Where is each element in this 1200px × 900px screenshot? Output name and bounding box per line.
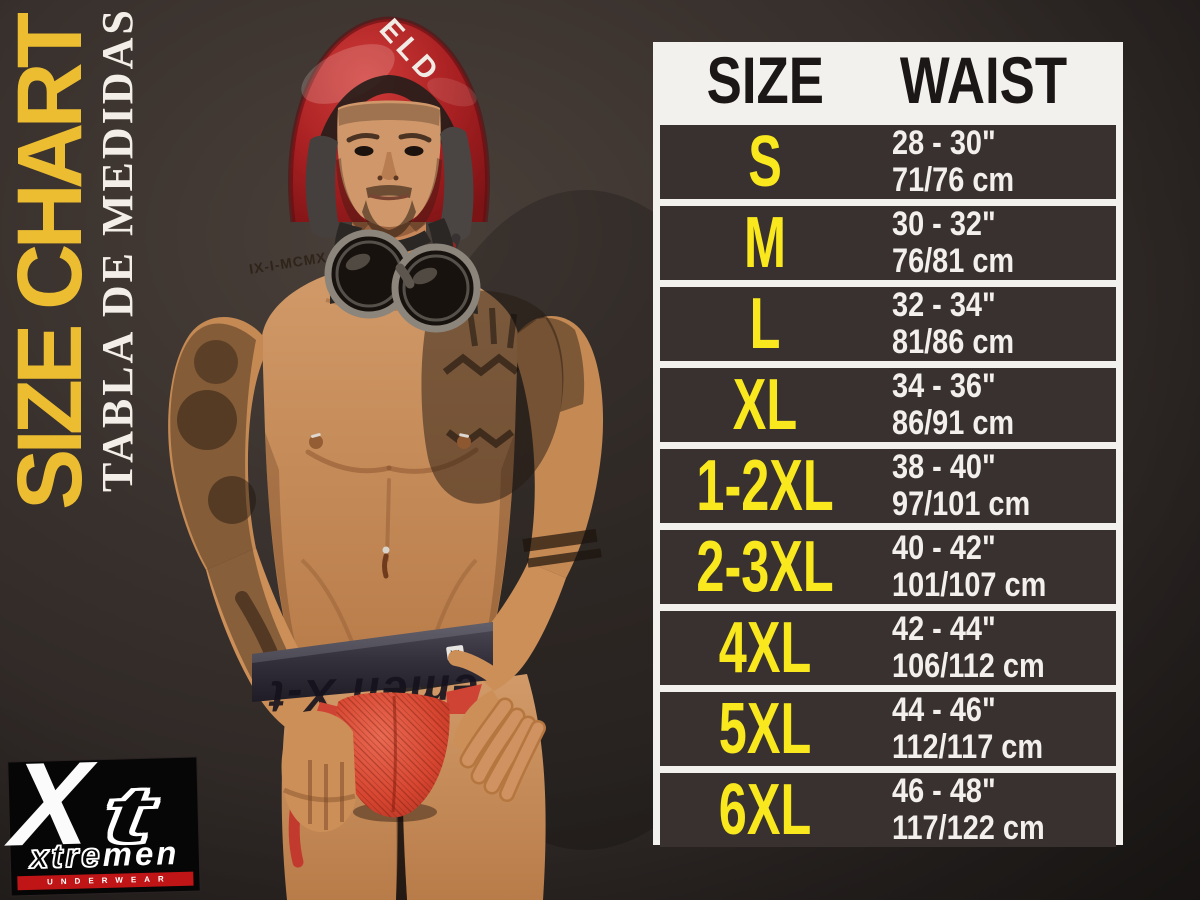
waist-cm: 112/117 cm bbox=[892, 728, 1044, 766]
waist-cell: 46 - 48" 117/122 cm bbox=[870, 773, 1116, 847]
waist-inches: 34 - 36" bbox=[892, 367, 996, 405]
waist-cm: 81/86 cm bbox=[892, 323, 1015, 361]
waist-cell: 44 - 46" 112/117 cm bbox=[870, 692, 1116, 766]
waist-cell: 40 - 42" 101/107 cm bbox=[870, 530, 1116, 604]
waist-inches: 38 - 40" bbox=[892, 448, 996, 486]
face bbox=[336, 100, 442, 239]
table-row: L 32 - 34" 81/86 cm bbox=[660, 287, 1116, 361]
waist-cm: 117/122 cm bbox=[892, 809, 1045, 847]
logo-underwear-label: UNDERWEAR bbox=[46, 874, 172, 887]
sleeve-tattoo bbox=[170, 323, 296, 692]
waist-cell: 30 - 32" 76/81 cm bbox=[870, 206, 1116, 280]
waist-cell: 42 - 44" 106/112 cm bbox=[870, 611, 1116, 685]
chest-tattoo bbox=[421, 290, 585, 504]
right-hand bbox=[448, 650, 546, 802]
size-cell: 5XL bbox=[718, 689, 812, 769]
table-row: XL 34 - 36" 86/91 cm bbox=[660, 368, 1116, 442]
waist-cell: 38 - 40" 97/101 cm bbox=[870, 449, 1116, 523]
page-title-size-chart: SIZE CHART bbox=[0, 18, 101, 510]
waist-inches: 44 - 46" bbox=[892, 691, 996, 729]
table-row: 4XL 42 - 44" 106/112 cm bbox=[660, 611, 1116, 685]
page-subtitle-tabla-de-medidas: TABLA DE MEDIDAS bbox=[93, 7, 142, 492]
table-row: 2-3XL 40 - 42" 101/107 cm bbox=[660, 530, 1116, 604]
waist-cell: 32 - 34" 81/86 cm bbox=[870, 287, 1116, 361]
column-header-size: SIZE bbox=[706, 43, 824, 117]
waist-inches: 42 - 44" bbox=[892, 610, 996, 648]
waist-inches: 30 - 32" bbox=[892, 205, 996, 243]
waist-inches: 32 - 34" bbox=[892, 286, 996, 324]
size-cell: 4XL bbox=[718, 608, 812, 688]
table-row: 1-2XL 38 - 40" 97/101 cm bbox=[660, 449, 1116, 523]
logo-brand-name: xtremen bbox=[10, 834, 199, 876]
waist-cell: 34 - 36" 86/91 cm bbox=[870, 368, 1116, 442]
waist-cm: 101/107 cm bbox=[892, 566, 1047, 604]
model-figure: IX-I-MCMX emen X-t Xt bbox=[168, 13, 604, 900]
table-row: 5XL 44 - 46" 112/117 cm bbox=[660, 692, 1116, 766]
table-row: S 28 - 30" 71/76 cm bbox=[660, 125, 1116, 199]
waist-cm: 71/76 cm bbox=[892, 161, 1015, 199]
size-cell: 2-3XL bbox=[696, 527, 834, 607]
xtremen-logo: X t xtremen UNDERWEAR bbox=[8, 737, 200, 896]
logo-brand-solid-part: men bbox=[102, 834, 180, 874]
aviator-goggles bbox=[324, 218, 481, 333]
size-cell: M bbox=[743, 203, 786, 283]
waist-inches: 40 - 42" bbox=[892, 529, 996, 567]
waist-inches: 28 - 30" bbox=[892, 124, 996, 162]
logo-brand-outline-part: xtre bbox=[29, 835, 104, 875]
column-header-waist: WAIST bbox=[899, 43, 1067, 117]
size-cell: L bbox=[749, 284, 781, 364]
armband-tattoo bbox=[522, 528, 602, 568]
size-cell: 1-2XL bbox=[696, 446, 834, 526]
waist-cm: 97/101 cm bbox=[892, 485, 1031, 523]
size-cell: XL bbox=[732, 365, 798, 445]
waist-cm: 106/112 cm bbox=[892, 647, 1045, 685]
size-cell: 6XL bbox=[718, 770, 812, 850]
size-cell: S bbox=[748, 122, 782, 202]
waist-cm: 76/81 cm bbox=[892, 242, 1015, 280]
table-row: M 30 - 32" 76/81 cm bbox=[660, 206, 1116, 280]
table-header-row: SIZE WAIST bbox=[660, 42, 1116, 118]
size-chart-table: SIZE WAIST S 28 - 30" 71/76 cm M 30 - 32… bbox=[653, 42, 1123, 847]
left-hand bbox=[281, 710, 356, 833]
waist-inches: 46 - 48" bbox=[892, 772, 996, 810]
waist-cm: 86/91 cm bbox=[892, 404, 1015, 442]
waist-cell: 28 - 30" 71/76 cm bbox=[870, 125, 1116, 199]
table-row: 6XL 46 - 48" 117/122 cm bbox=[660, 773, 1116, 847]
